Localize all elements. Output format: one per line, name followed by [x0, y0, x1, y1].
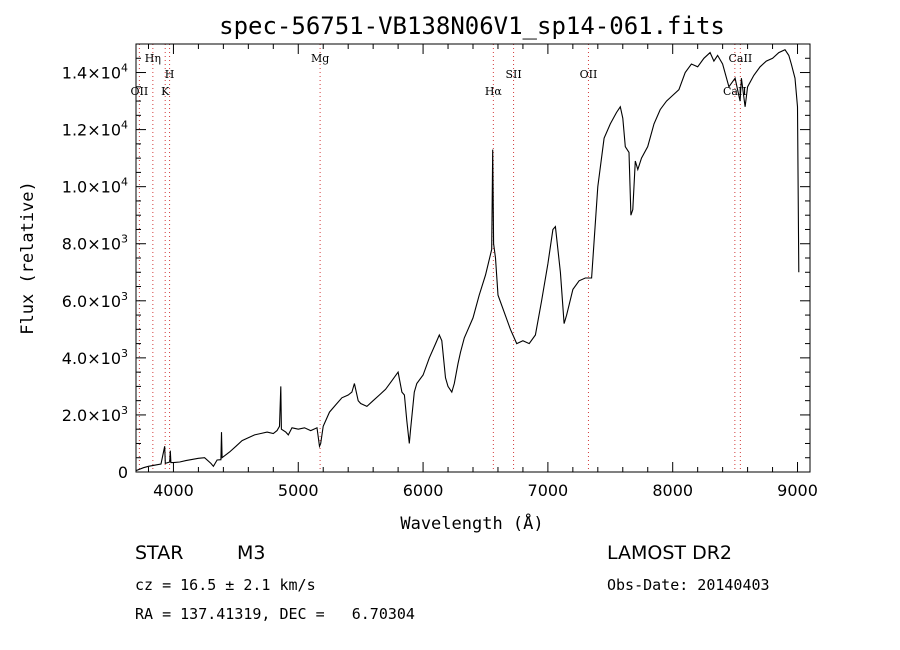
x-tick-label: 7000: [528, 481, 569, 500]
axis-ticks: 4000 5000 6000 7000 8000 9000 0 2.0×103 4.0×103 6…: [62, 44, 818, 500]
coordinates: RA = 137.41319, DEC = 6.70304: [135, 605, 415, 623]
observation-date: Obs-Date: 20140403: [607, 576, 770, 594]
y-tick-label: 0: [118, 463, 128, 482]
spectral-line-label: Hη: [145, 52, 161, 65]
y-axis-label: Flux (relative): [18, 181, 38, 335]
spectral-line-label: K: [161, 85, 170, 98]
survey-name: LAMOST DR2: [607, 542, 732, 564]
spectral-line-label: H: [165, 68, 175, 81]
y-tick-label: 8.0×103: [62, 233, 128, 254]
x-tick-label: 6000: [403, 481, 444, 500]
spectral-line-label: Hα: [485, 85, 503, 98]
x-tick-label: 9000: [777, 481, 818, 500]
x-axis-label: Wavelength (Å): [400, 512, 543, 534]
x-tick-label: 4000: [153, 481, 194, 500]
y-tick-label: 1.0×104: [62, 176, 128, 197]
spectral-line-label: CaII: [729, 52, 753, 65]
x-tick-label: 8000: [652, 481, 693, 500]
y-tick-label: 2.0×103: [62, 404, 128, 425]
spectral-line-label: SII: [505, 68, 521, 81]
chart-title: spec-56751-VB138N06V1_sp14-061.fits: [219, 12, 725, 40]
y-tick-label: 1.2×104: [62, 119, 128, 140]
y-tick-label: 6.0×103: [62, 290, 128, 311]
object-type: STAR: [135, 542, 184, 564]
redshift-velocity: cz = 16.5 ± 2.1 km/s: [135, 576, 316, 594]
plot-frame: [135, 43, 811, 473]
y-tick-label: 1.4×104: [62, 62, 128, 83]
spectral-line-label: Mg: [311, 52, 329, 65]
object-subclass: M3: [237, 542, 266, 564]
spectral-line-label: OII: [580, 68, 598, 81]
spectral-line-label: OII: [131, 85, 149, 98]
spectrum-series-line: [135, 49, 800, 472]
x-tick-label: 5000: [278, 481, 319, 500]
y-tick-label: 4.0×103: [62, 347, 128, 368]
